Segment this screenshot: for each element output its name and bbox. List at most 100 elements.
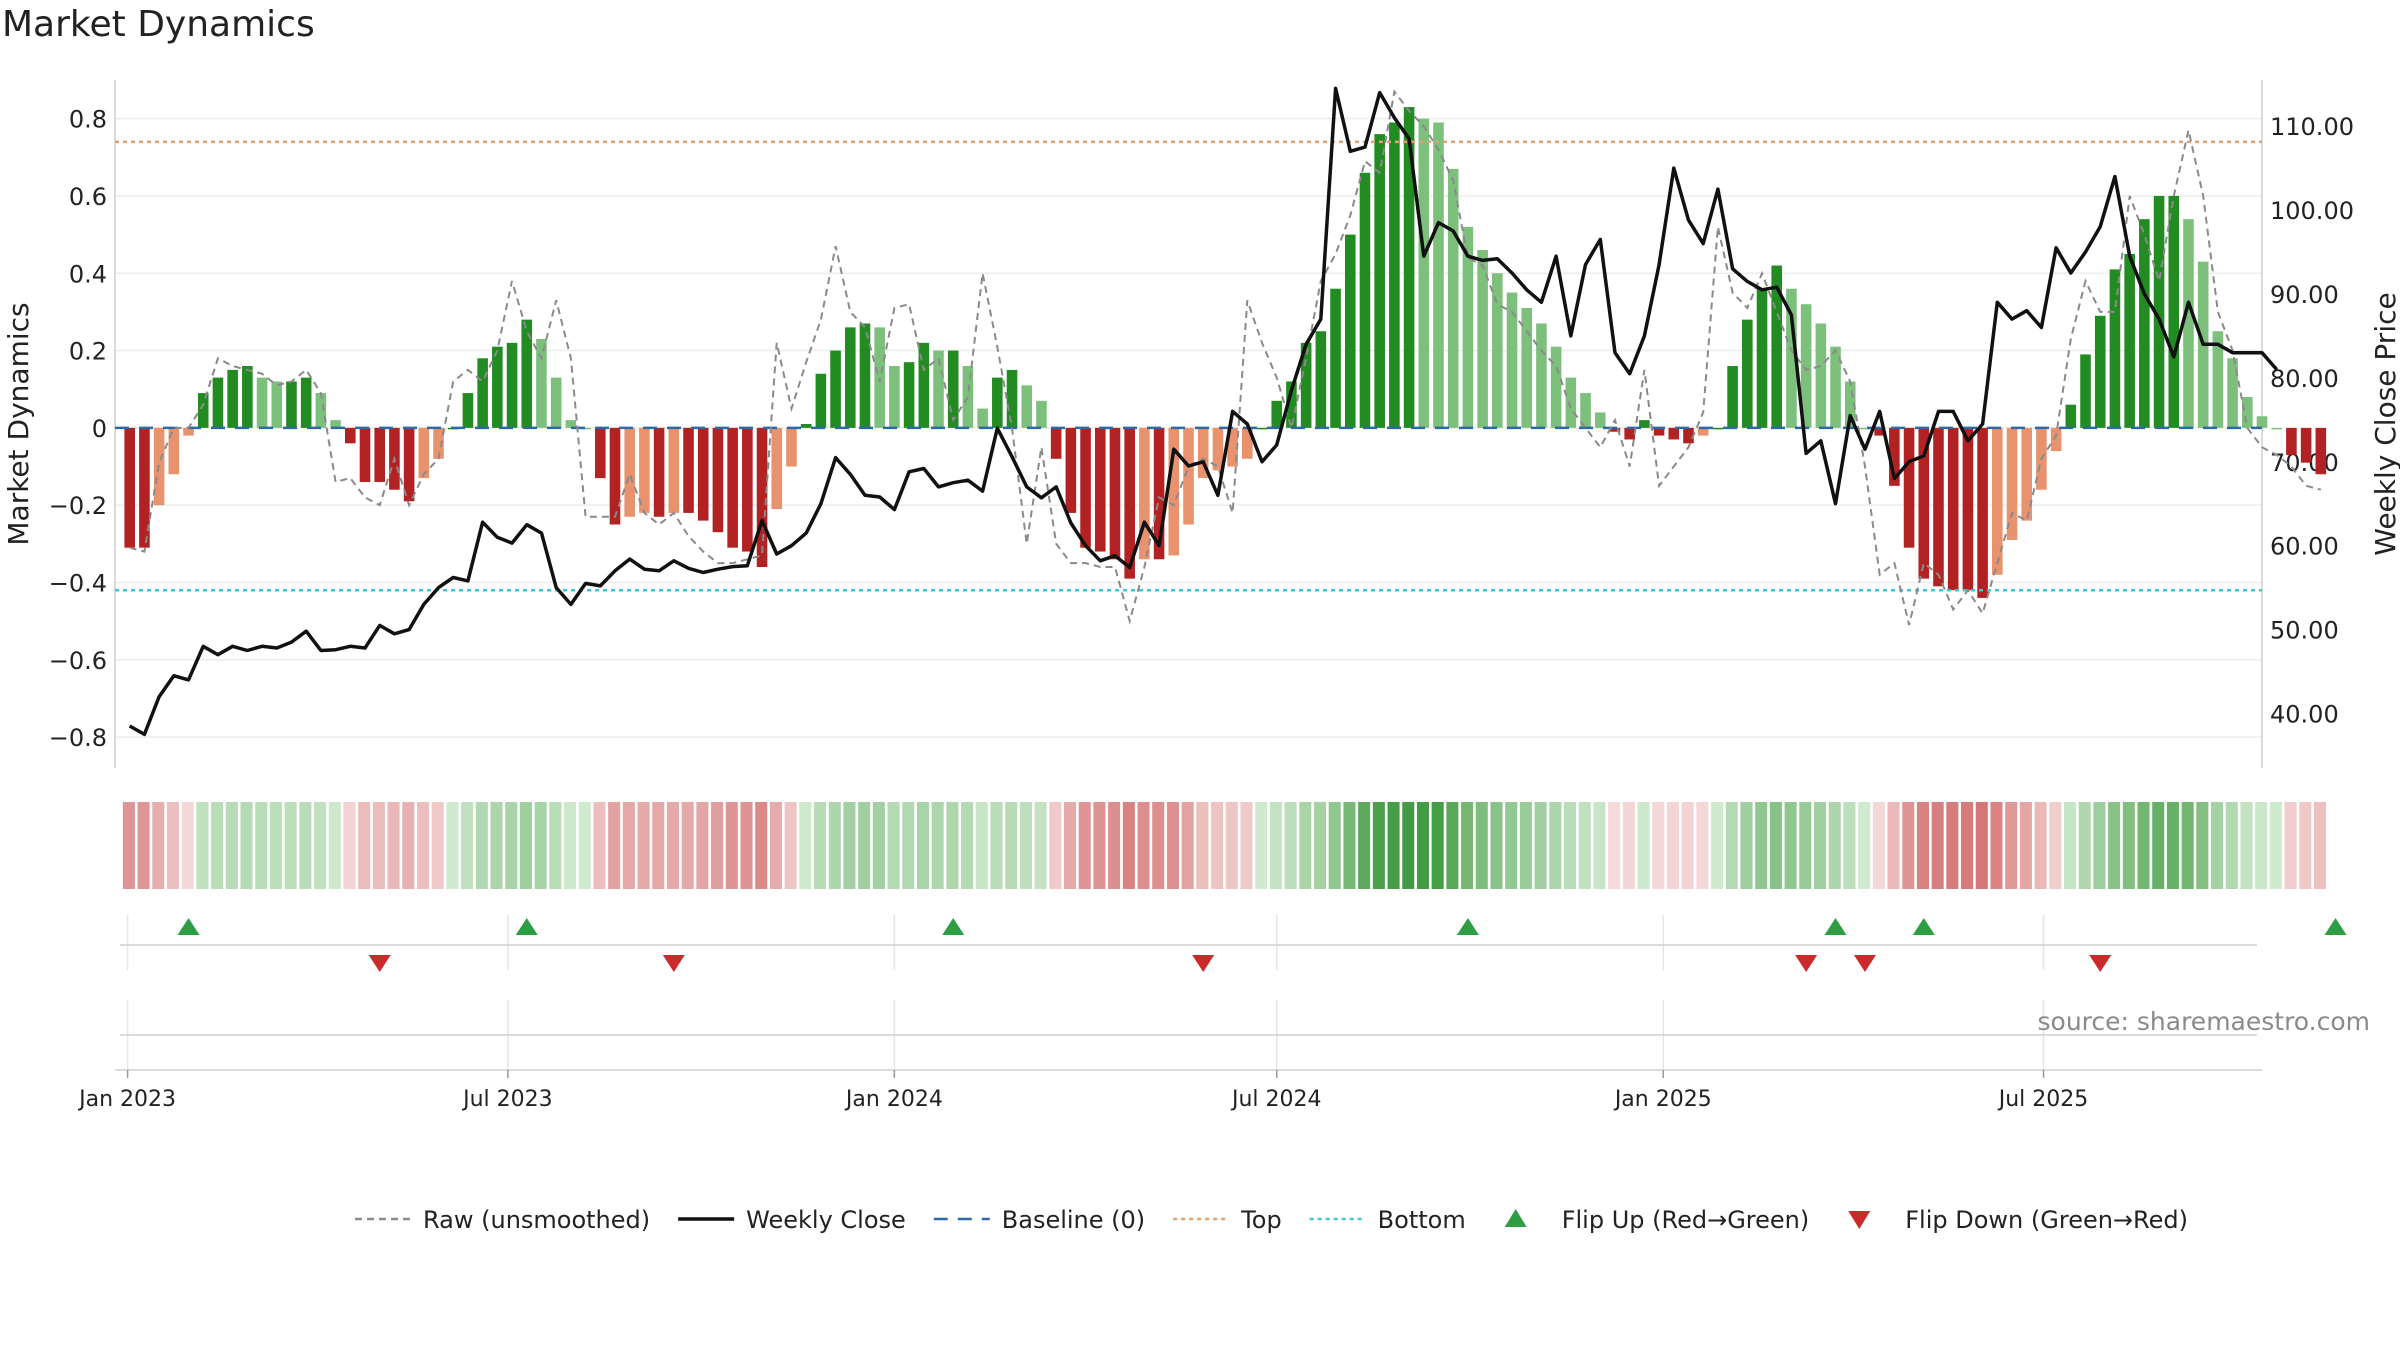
bar (1197, 427, 1209, 479)
bar (1389, 122, 1400, 428)
y2-tick-label: 60.00 (2270, 533, 2339, 561)
heat-cell (1196, 802, 1209, 889)
bar (168, 427, 180, 475)
heat-cell (431, 802, 444, 889)
chart-title: Market Dynamics (2, 4, 315, 45)
heat-cell (1578, 802, 1591, 889)
bar (609, 427, 621, 525)
bar (800, 424, 812, 428)
heat-cell (1431, 802, 1444, 889)
legend-label: Weekly Close (746, 1206, 906, 1234)
bar (1550, 346, 1562, 428)
heat-cell (887, 802, 900, 889)
flip-up-marker (515, 918, 538, 935)
bar (2124, 253, 2135, 428)
heat-cell (1358, 802, 1371, 889)
heat-cell (872, 802, 885, 889)
heat-cell (2225, 802, 2238, 889)
bar (1330, 288, 1341, 428)
bar (594, 427, 606, 479)
bar (947, 350, 959, 428)
bar (771, 427, 783, 510)
x-tick-label: Jul 2024 (1230, 1087, 1322, 1112)
flip-down-marker (1853, 955, 1876, 972)
heat-cell (1813, 802, 1827, 889)
bar (2315, 427, 2327, 475)
bar (1256, 427, 1268, 430)
legend-swatch-flip-up (1504, 1209, 1527, 1227)
bar (550, 377, 562, 428)
heat-cell (1122, 802, 1135, 889)
bar (2300, 427, 2312, 463)
heat-cell (519, 802, 532, 889)
flip-up-marker (942, 918, 965, 935)
bar (1006, 369, 1018, 428)
heat-cell (740, 802, 753, 889)
heat-cell (343, 802, 356, 889)
bar (1565, 377, 1577, 428)
bar (1580, 393, 1591, 428)
heat-cell (1637, 802, 1650, 889)
heat-cell (1519, 802, 1532, 889)
heat-cell (1108, 802, 1121, 889)
heat-cell (1755, 802, 1768, 889)
bar (1830, 346, 1841, 428)
heat-cell (1372, 802, 1385, 889)
heat-cell (1990, 802, 2003, 889)
heat-cell (1313, 802, 1327, 889)
x-tick-label: Jan 2023 (77, 1087, 176, 1112)
bar (1462, 226, 1474, 428)
legend-label: Top (1240, 1206, 1282, 1234)
weekly-close-line (128, 86, 2279, 737)
bar (2050, 427, 2062, 452)
heat-cell (2166, 802, 2179, 889)
heat-cell (2240, 802, 2253, 889)
bar (1889, 427, 1900, 486)
bar (2286, 427, 2297, 455)
heat-cell (1416, 802, 1429, 889)
bar (1742, 319, 1753, 428)
heat-cell (2313, 802, 2327, 889)
bar (359, 427, 371, 482)
heat-cell (1740, 802, 1753, 889)
heat-cell (755, 802, 768, 889)
heat-cell (858, 802, 871, 889)
heat-cell (1828, 802, 1841, 889)
legend-label: Flip Up (Red→Green) (1562, 1206, 1810, 1234)
heat-cell (1093, 802, 1106, 889)
bar (874, 327, 885, 428)
heat-cell (1019, 802, 1032, 889)
heat-cell (402, 802, 415, 889)
heat-cell (1269, 802, 1282, 889)
bar (477, 358, 488, 428)
heat-cell (211, 802, 224, 889)
heat-cell (240, 802, 253, 889)
bar (1594, 412, 1606, 428)
heat-cell (1681, 802, 1694, 889)
heat-cell (1490, 802, 1503, 889)
bar (992, 377, 1003, 428)
heat-cell (2078, 802, 2091, 889)
heat-cell (990, 802, 1003, 889)
bar (1124, 427, 1135, 579)
bar (1212, 427, 1224, 471)
heat-cell (2063, 802, 2077, 889)
chart-legend: Raw (unsmoothed) Weekly Close Baseline (0)… (355, 1206, 2188, 1234)
heat-cell (2137, 802, 2150, 889)
bar (1139, 427, 1150, 560)
raw-series-line (129, 89, 2322, 626)
heat-cell (475, 802, 488, 889)
flip-down-marker (2089, 955, 2112, 972)
bar (139, 427, 150, 548)
bar (183, 427, 194, 436)
bar (1918, 427, 1930, 579)
bar (1168, 427, 1180, 556)
flip-down-marker (368, 955, 391, 972)
bar (1521, 308, 1533, 428)
heat-cell (1946, 802, 1959, 889)
bar (903, 362, 915, 428)
heat-cell (284, 802, 297, 889)
heat-cell (1887, 802, 1900, 889)
heat-cell (578, 802, 591, 889)
bar (1153, 427, 1165, 560)
